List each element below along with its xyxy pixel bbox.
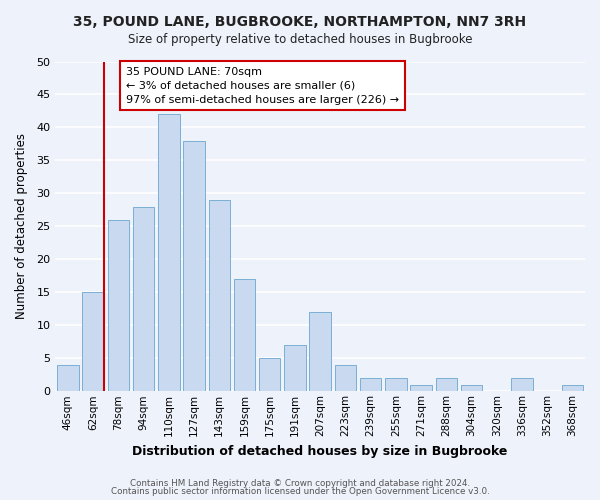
Text: 35, POUND LANE, BUGBROOKE, NORTHAMPTON, NN7 3RH: 35, POUND LANE, BUGBROOKE, NORTHAMPTON, … <box>73 15 527 29</box>
Bar <box>360 378 382 392</box>
Bar <box>436 378 457 392</box>
Bar <box>184 140 205 392</box>
Text: Size of property relative to detached houses in Bugbrooke: Size of property relative to detached ho… <box>128 32 472 46</box>
Y-axis label: Number of detached properties: Number of detached properties <box>15 134 28 320</box>
Bar <box>82 292 104 392</box>
Text: Contains HM Land Registry data © Crown copyright and database right 2024.: Contains HM Land Registry data © Crown c… <box>130 478 470 488</box>
Text: Contains public sector information licensed under the Open Government Licence v3: Contains public sector information licen… <box>110 487 490 496</box>
Bar <box>107 220 129 392</box>
Bar <box>209 200 230 392</box>
Bar <box>234 279 255 392</box>
Bar <box>562 384 583 392</box>
Bar <box>335 365 356 392</box>
Bar <box>410 384 432 392</box>
Bar <box>259 358 280 392</box>
Bar <box>310 312 331 392</box>
Bar <box>158 114 179 392</box>
Bar <box>57 365 79 392</box>
Bar <box>385 378 407 392</box>
Bar <box>133 206 154 392</box>
Bar <box>284 345 305 392</box>
X-axis label: Distribution of detached houses by size in Bugbrooke: Distribution of detached houses by size … <box>133 444 508 458</box>
Bar <box>461 384 482 392</box>
Text: 35 POUND LANE: 70sqm
← 3% of detached houses are smaller (6)
97% of semi-detache: 35 POUND LANE: 70sqm ← 3% of detached ho… <box>126 67 399 105</box>
Bar <box>511 378 533 392</box>
